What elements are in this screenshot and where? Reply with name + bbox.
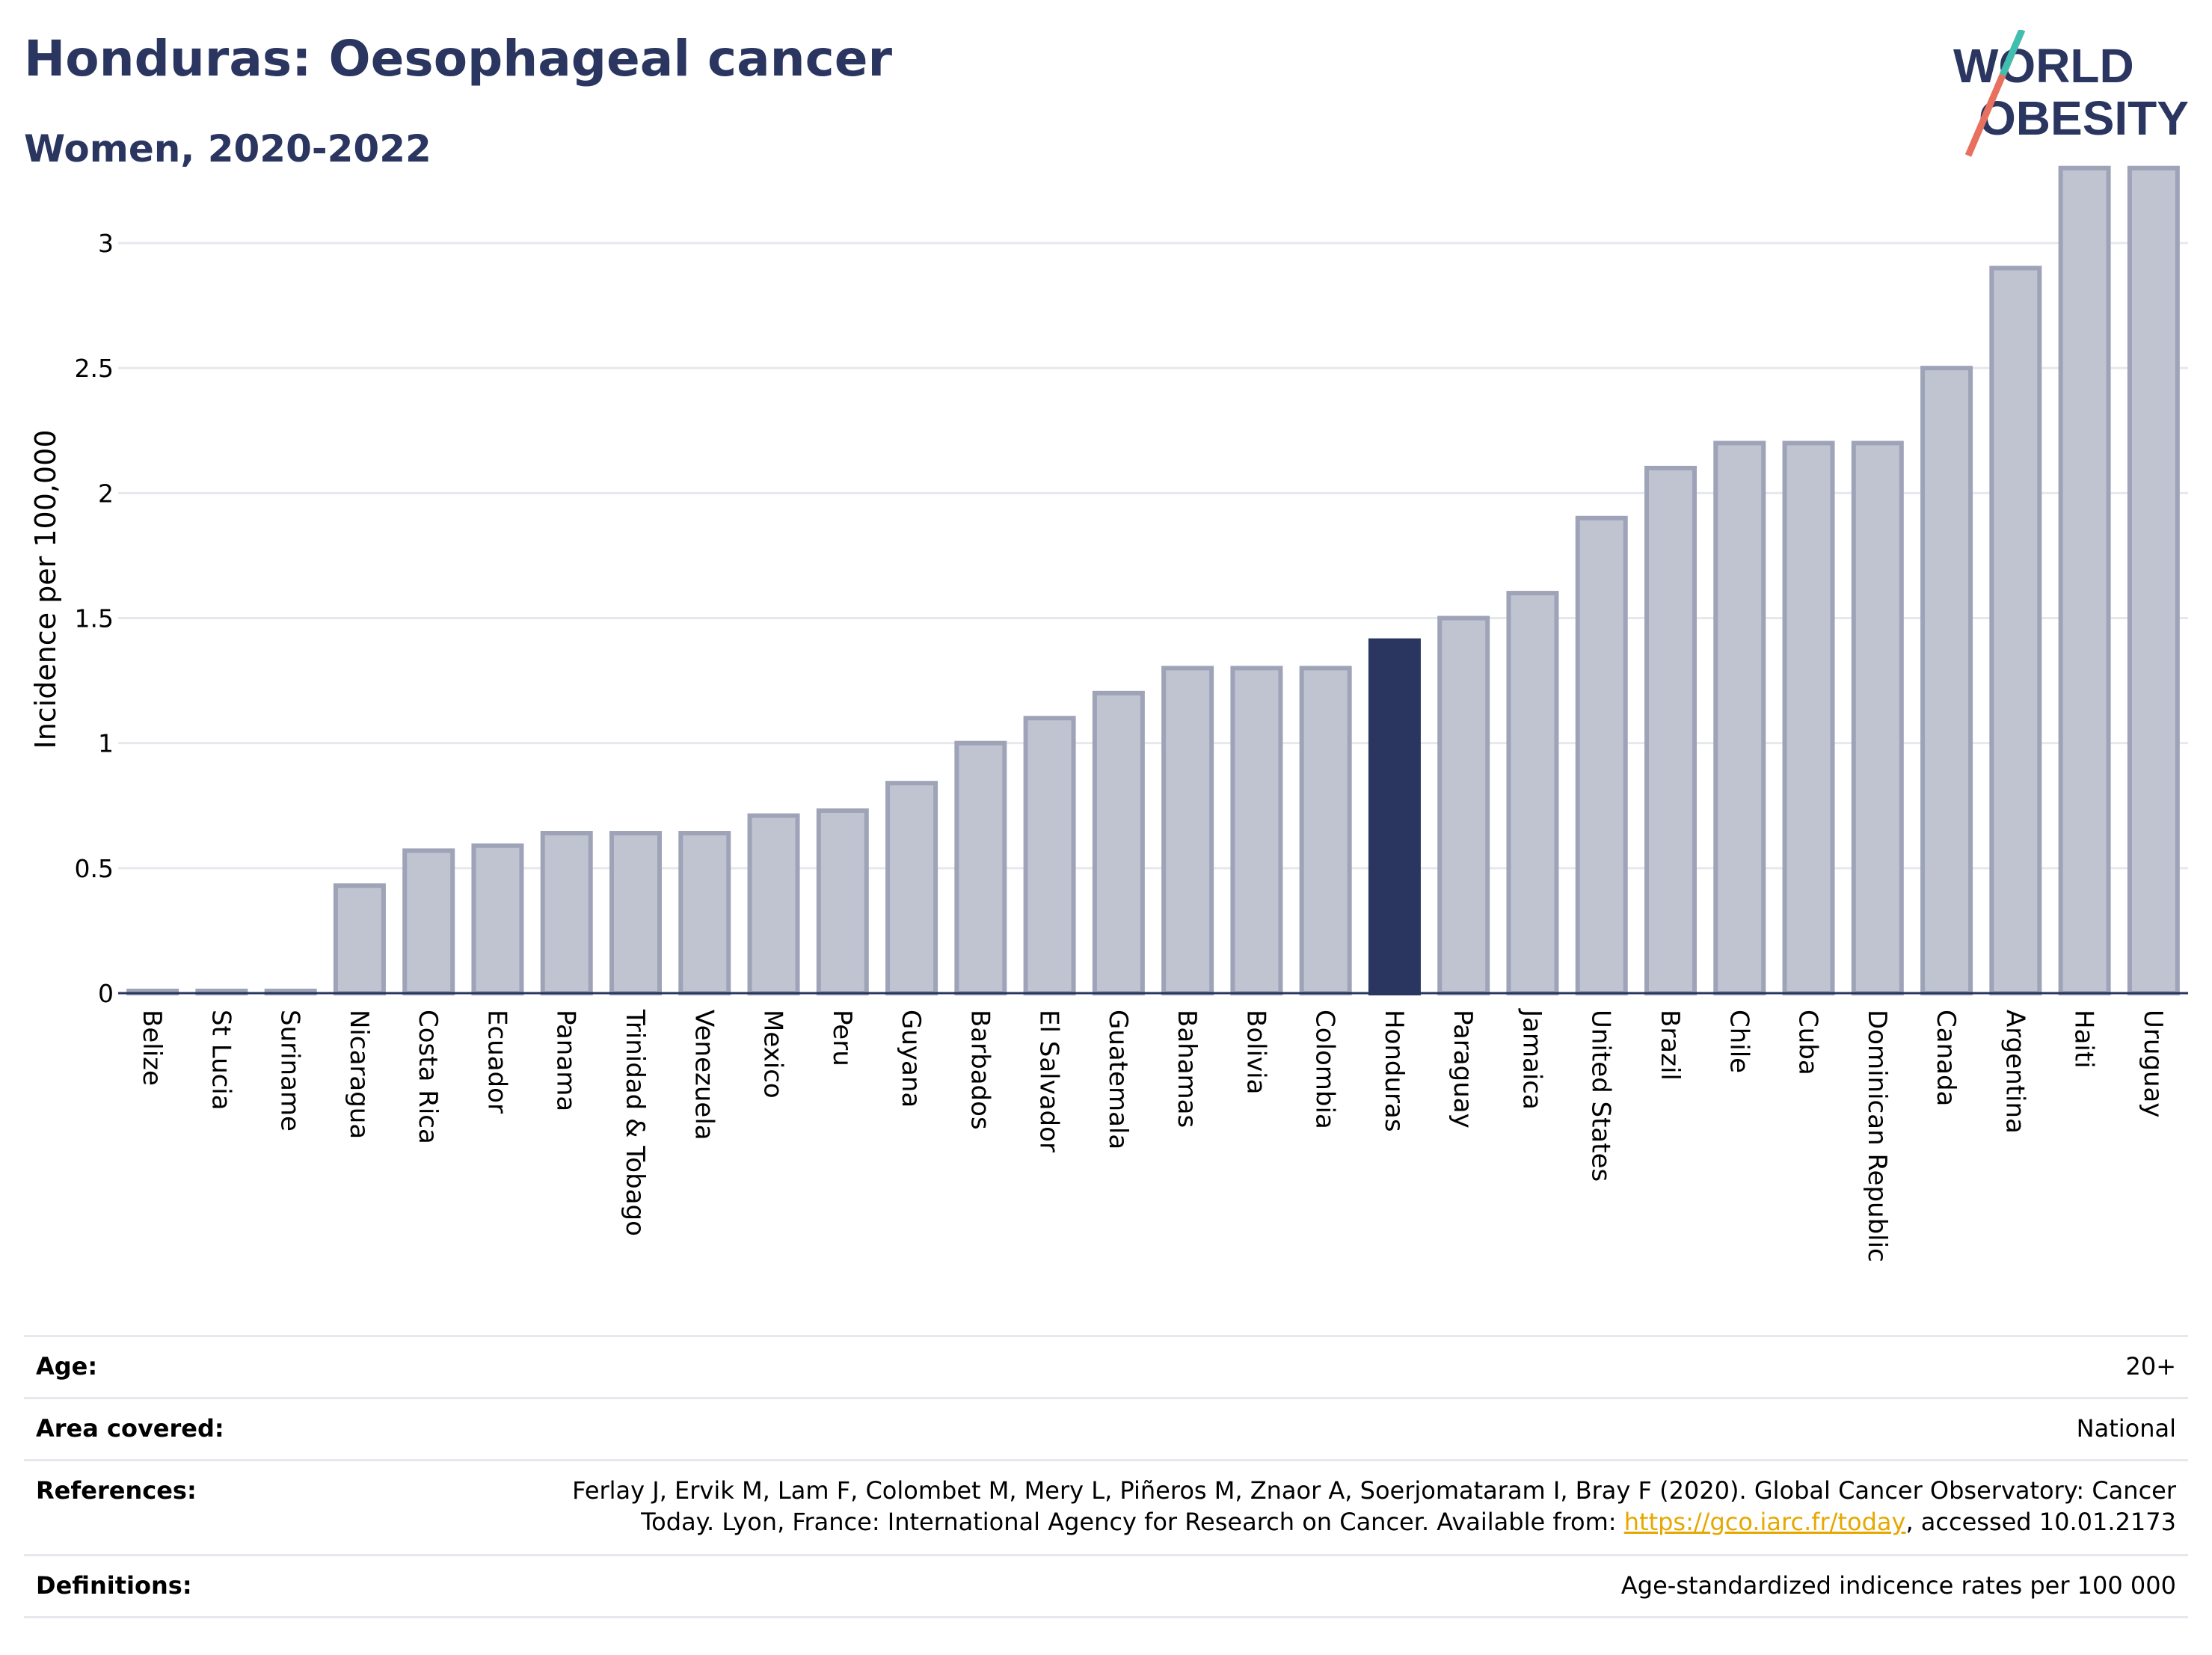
x-tick-label: Dominican Republic bbox=[1862, 1010, 1892, 1262]
bar-guatemala bbox=[1092, 690, 1145, 995]
bar-cuba bbox=[1782, 440, 1835, 995]
bar-jamaica bbox=[1506, 591, 1559, 995]
x-tick-label: Paraguay bbox=[1448, 1010, 1478, 1129]
x-tick-label: Guatemala bbox=[1103, 1010, 1133, 1149]
x-tick-label: United States bbox=[1586, 1010, 1616, 1182]
x-tick-label: Bahamas bbox=[1172, 1010, 1202, 1128]
x-tick-label: Honduras bbox=[1379, 1010, 1409, 1132]
x-tick-label: Venezuela bbox=[689, 1010, 719, 1140]
y-tick-label: 3 bbox=[98, 229, 114, 258]
x-tick-label: Mexico bbox=[758, 1010, 788, 1099]
x-tick-label: Chile bbox=[1724, 1010, 1754, 1073]
svg-text:OBESITY: OBESITY bbox=[1979, 91, 2189, 145]
references-text: Today. Lyon, France: International Agenc… bbox=[641, 1508, 1624, 1536]
references-link[interactable]: https://gco.iarc.fr/today bbox=[1623, 1508, 1906, 1536]
bar-el-salvador bbox=[1023, 716, 1076, 996]
svg-text:WORLD: WORLD bbox=[1953, 39, 2134, 93]
y-tick-label: 0 bbox=[98, 979, 114, 1008]
references-label: References: bbox=[36, 1476, 197, 1505]
bar-trinidad-tobago bbox=[609, 831, 662, 996]
x-tick-label: Ecuador bbox=[482, 1010, 511, 1114]
world-obesity-logo: WORLD OBESITY bbox=[1953, 30, 2189, 157]
info-row-age: Age: 20+ bbox=[24, 1335, 2188, 1397]
bar-guyana bbox=[885, 781, 938, 995]
x-tick-label: Peru bbox=[827, 1010, 857, 1066]
x-tick-label: Brazil bbox=[1655, 1010, 1685, 1081]
x-tick-label: Bolivia bbox=[1241, 1010, 1271, 1094]
bar-brazil bbox=[1644, 465, 1697, 995]
x-tick-label: Panama bbox=[551, 1010, 581, 1111]
y-tick-label: 2.5 bbox=[75, 354, 114, 383]
bar-peru bbox=[816, 808, 869, 996]
x-tick-labels: Belize St Lucia Suriname Nicaragua Costa Ric… bbox=[137, 1008, 2168, 1262]
bar-honduras bbox=[1368, 638, 1421, 995]
bar-paraguay bbox=[1437, 615, 1490, 995]
bar-dominican-republic bbox=[1851, 440, 1904, 995]
x-tick-label: Uruguay bbox=[2138, 1010, 2168, 1118]
bar-nicaragua bbox=[333, 883, 386, 995]
x-tick-label: Guyana bbox=[896, 1010, 926, 1108]
age-value: 20+ bbox=[2125, 1352, 2176, 1381]
x-tick-label: Cuba bbox=[1793, 1010, 1823, 1075]
x-tick-label: Haiti bbox=[2069, 1010, 2099, 1069]
bar-united-states bbox=[1575, 515, 1628, 995]
x-tick-label: Suriname bbox=[275, 1010, 305, 1132]
y-tick-label: 0.5 bbox=[75, 854, 114, 883]
bar-chart: 0 0.5 1 1.5 2 2.5 3 Belize St Lucia Suriname Nica… bbox=[29, 165, 2188, 1262]
y-tick-label: 1.5 bbox=[75, 604, 114, 633]
info-row-area: Area covered: National bbox=[24, 1397, 2188, 1459]
area-value: National bbox=[2076, 1414, 2176, 1443]
x-tick-label: Nicaragua bbox=[344, 1010, 374, 1139]
x-tick-label: Argentina bbox=[2000, 1010, 2030, 1134]
bar-bahamas bbox=[1161, 666, 1214, 995]
bar-uruguay bbox=[2127, 165, 2180, 995]
x-tick-label: Costa Rica bbox=[413, 1010, 443, 1144]
bar-chile bbox=[1713, 440, 1766, 995]
bar-panama bbox=[540, 831, 593, 996]
bar-colombia bbox=[1299, 666, 1352, 995]
y-tick-label: 2 bbox=[98, 479, 114, 508]
x-tick-label: El Salvador bbox=[1034, 1010, 1064, 1152]
bar-venezuela bbox=[678, 831, 731, 996]
x-tick-label: St Lucia bbox=[206, 1010, 236, 1111]
y-tick-label: 1 bbox=[98, 729, 114, 758]
bar-costa-rica bbox=[402, 848, 455, 996]
references-line-2: Today. Lyon, France: International Agenc… bbox=[24, 1506, 2176, 1538]
x-tick-label: Canada bbox=[1931, 1010, 1961, 1106]
bar-canada bbox=[1920, 366, 1973, 996]
x-tick-label: Belize bbox=[137, 1010, 167, 1086]
definitions-label: Definitions: bbox=[36, 1571, 192, 1600]
bar-haiti bbox=[2058, 165, 2111, 995]
x-tick-label: Trinidad & Tobago bbox=[620, 1009, 650, 1236]
bar-argentina bbox=[1989, 265, 2042, 995]
info-table: Age: 20+ Area covered: National Referenc… bbox=[24, 1335, 2188, 1618]
x-tick-label: Barbados bbox=[965, 1010, 995, 1130]
x-tick-label: Colombia bbox=[1310, 1010, 1340, 1129]
gridlines bbox=[118, 242, 2188, 870]
x-tick-label: Jamaica bbox=[1517, 1008, 1546, 1110]
bar-barbados bbox=[954, 740, 1007, 995]
info-row-references: References: Ferlay J, Ervik M, Lam F, Co… bbox=[24, 1459, 2188, 1554]
definitions-value: Age-standardized indicence rates per 100… bbox=[1620, 1571, 2176, 1600]
area-label: Area covered: bbox=[36, 1414, 224, 1443]
references-value: Ferlay J, Ervik M, Lam F, Colombet M, Me… bbox=[24, 1461, 2188, 1538]
bar-bolivia bbox=[1230, 666, 1283, 995]
age-label: Age: bbox=[36, 1352, 98, 1381]
info-row-definitions: Definitions: Age-standardized indicence … bbox=[24, 1554, 2188, 1618]
bars bbox=[126, 165, 2180, 996]
y-tick-labels: 0 0.5 1 1.5 2 2.5 3 bbox=[75, 229, 114, 1008]
references-line-1: Ferlay J, Ervik M, Lam F, Colombet M, Me… bbox=[572, 1476, 2176, 1505]
y-axis-label: Incidence per 100,000 bbox=[29, 429, 62, 749]
bar-mexico bbox=[747, 813, 800, 995]
page-subtitle: Women, 2020-2022 bbox=[24, 127, 431, 171]
references-accessed: , accessed 10.01.2173 bbox=[1905, 1508, 2176, 1536]
bar-ecuador bbox=[471, 843, 524, 995]
page-title: Honduras: Oesophageal cancer bbox=[24, 30, 893, 87]
